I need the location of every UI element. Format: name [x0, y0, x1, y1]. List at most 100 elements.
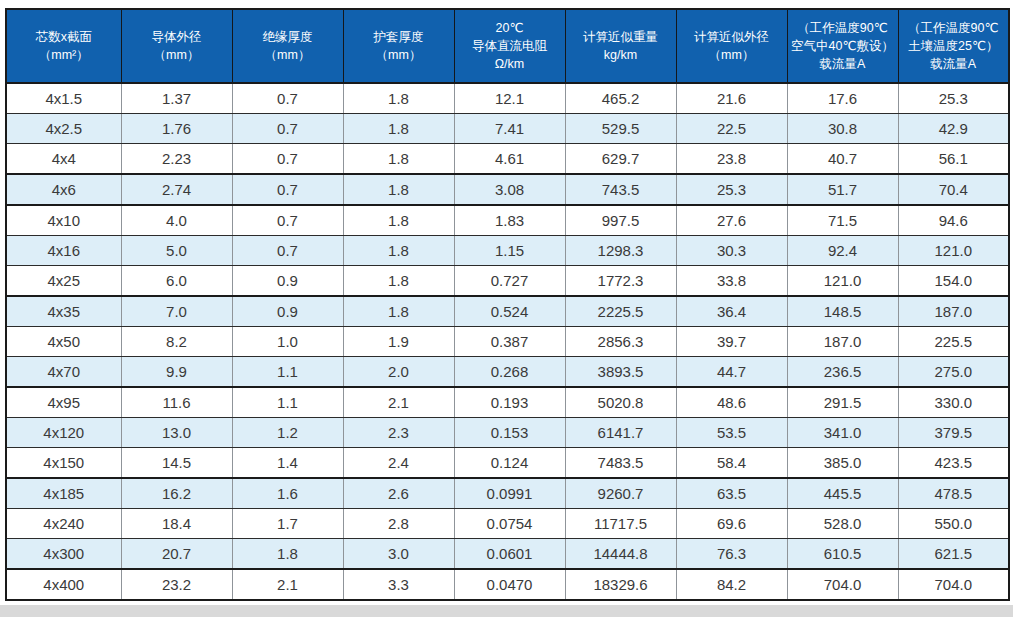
table-cell: 121.0 [787, 266, 898, 297]
table-cell: 187.0 [787, 327, 898, 357]
table-cell: 1.8 [232, 539, 343, 570]
table-cell: 84.2 [676, 569, 787, 600]
table-cell: 69.6 [676, 509, 787, 539]
table-cell: 18329.6 [565, 569, 676, 600]
table-cell: 6141.7 [565, 418, 676, 448]
cable-spec-page: 芯数x截面（mm²）导体外径（mm）绝缘厚度（mm）护套厚度（mm）20℃导体直… [0, 0, 1013, 617]
table-cell: 1.8 [343, 296, 454, 327]
table-cell: 14444.8 [565, 539, 676, 570]
table-cell: 70.4 [898, 174, 1009, 205]
table-row: 4x165.00.71.81.151298.330.392.4121.0 [6, 236, 1009, 266]
table-row: 4x30020.71.83.00.060114444.876.3610.5621… [6, 539, 1009, 570]
table-cell: 2.4 [343, 448, 454, 479]
table-cell: 53.5 [676, 418, 787, 448]
table-cell: 610.5 [787, 539, 898, 570]
table-cell: 379.5 [898, 418, 1009, 448]
table-cell: 21.6 [676, 83, 787, 114]
table-body: 4x1.51.370.71.812.1465.221.617.625.34x2.… [6, 83, 1009, 600]
table-cell: 2.6 [343, 478, 454, 509]
table-cell: 40.7 [787, 144, 898, 175]
table-cell: 1.15 [454, 236, 565, 266]
column-header-line: （mm） [345, 46, 453, 64]
table-cell: 94.6 [898, 205, 1009, 236]
table-cell: 225.5 [898, 327, 1009, 357]
column-header: 导体外径（mm） [121, 9, 232, 83]
table-cell: 1.8 [343, 83, 454, 114]
table-cell: 7.0 [121, 296, 232, 327]
column-header-line: （mm） [234, 46, 342, 64]
table-cell: 39.7 [676, 327, 787, 357]
column-header-line: 空气中40℃敷设） [789, 37, 897, 55]
table-cell: 550.0 [898, 509, 1009, 539]
table-cell: 1.76 [121, 114, 232, 144]
table-cell: 11717.5 [565, 509, 676, 539]
table-row: 4x42.230.71.84.61629.723.840.756.1 [6, 144, 1009, 175]
table-cell: 1.8 [343, 114, 454, 144]
table-row: 4x2.51.760.71.87.41529.522.530.842.9 [6, 114, 1009, 144]
column-header: （工作温度90℃土壤温度25℃）载流量A [898, 9, 1009, 83]
column-header-line: 载流量A [789, 55, 897, 73]
column-header: 20℃导体直流电阻Ω/km [454, 9, 565, 83]
table-cell: 27.6 [676, 205, 787, 236]
column-header-line: 芯数x截面 [8, 28, 120, 46]
column-header-line: 导体直流电阻 [456, 37, 564, 55]
table-row: 4x1.51.370.71.812.1465.221.617.625.3 [6, 83, 1009, 114]
table-cell: 36.4 [676, 296, 787, 327]
column-header-line: 护套厚度 [345, 28, 453, 46]
table-cell: 4.0 [121, 205, 232, 236]
table-cell: 0.387 [454, 327, 565, 357]
table-cell: 1.0 [232, 327, 343, 357]
table-cell: 14.5 [121, 448, 232, 479]
column-header: 绝缘厚度（mm） [232, 9, 343, 83]
table-cell: 1.2 [232, 418, 343, 448]
table-cell: 2.0 [343, 357, 454, 388]
table-cell: 16.2 [121, 478, 232, 509]
table-cell: 629.7 [565, 144, 676, 175]
column-header-line: 导体外径 [123, 28, 231, 46]
table-cell: 0.0754 [454, 509, 565, 539]
table-cell: 30.8 [787, 114, 898, 144]
column-header-line: kg/km [567, 46, 675, 64]
table-cell: 22.5 [676, 114, 787, 144]
table-cell: 1.1 [232, 357, 343, 388]
table-cell: 275.0 [898, 357, 1009, 388]
table-cell: 4x400 [6, 569, 121, 600]
column-header-line: （工作温度90℃ [900, 19, 1008, 37]
table-cell: 7.41 [454, 114, 565, 144]
table-cell: 0.0470 [454, 569, 565, 600]
table-cell: 704.0 [898, 569, 1009, 600]
table-cell: 1.8 [343, 266, 454, 297]
table-cell: 528.0 [787, 509, 898, 539]
table-cell: 4x6 [6, 174, 121, 205]
table-cell: 1.1 [232, 387, 343, 418]
cable-spec-table: 芯数x截面（mm²）导体外径（mm）绝缘厚度（mm）护套厚度（mm）20℃导体直… [5, 8, 1010, 601]
table-header-row: 芯数x截面（mm²）导体外径（mm）绝缘厚度（mm）护套厚度（mm）20℃导体直… [6, 9, 1009, 83]
table-cell: 4x50 [6, 327, 121, 357]
table-cell: 44.7 [676, 357, 787, 388]
table-cell: 8.2 [121, 327, 232, 357]
column-header: 护套厚度（mm） [343, 9, 454, 83]
table-cell: 4x25 [6, 266, 121, 297]
column-header-line: （mm） [678, 46, 786, 64]
table-cell: 154.0 [898, 266, 1009, 297]
table-cell: 17.6 [787, 83, 898, 114]
table-cell: 4x1.5 [6, 83, 121, 114]
table-cell: 42.9 [898, 114, 1009, 144]
page-bottom-strip [0, 605, 1013, 617]
table-cell: 997.5 [565, 205, 676, 236]
table-cell: 121.0 [898, 236, 1009, 266]
table-cell: 3.0 [343, 539, 454, 570]
table-cell: 1.9 [343, 327, 454, 357]
table-cell: 1.6 [232, 478, 343, 509]
table-cell: 2856.3 [565, 327, 676, 357]
table-row: 4x62.740.71.83.08743.525.351.770.4 [6, 174, 1009, 205]
table-cell: 0.9 [232, 266, 343, 297]
table-cell: 6.0 [121, 266, 232, 297]
table-cell: 2.3 [343, 418, 454, 448]
table-cell: 1298.3 [565, 236, 676, 266]
table-cell: 0.268 [454, 357, 565, 388]
table-cell: 236.5 [787, 357, 898, 388]
table-cell: 7483.5 [565, 448, 676, 479]
table-cell: 1.8 [343, 236, 454, 266]
table-row: 4x9511.61.12.10.1935020.848.6291.5330.0 [6, 387, 1009, 418]
